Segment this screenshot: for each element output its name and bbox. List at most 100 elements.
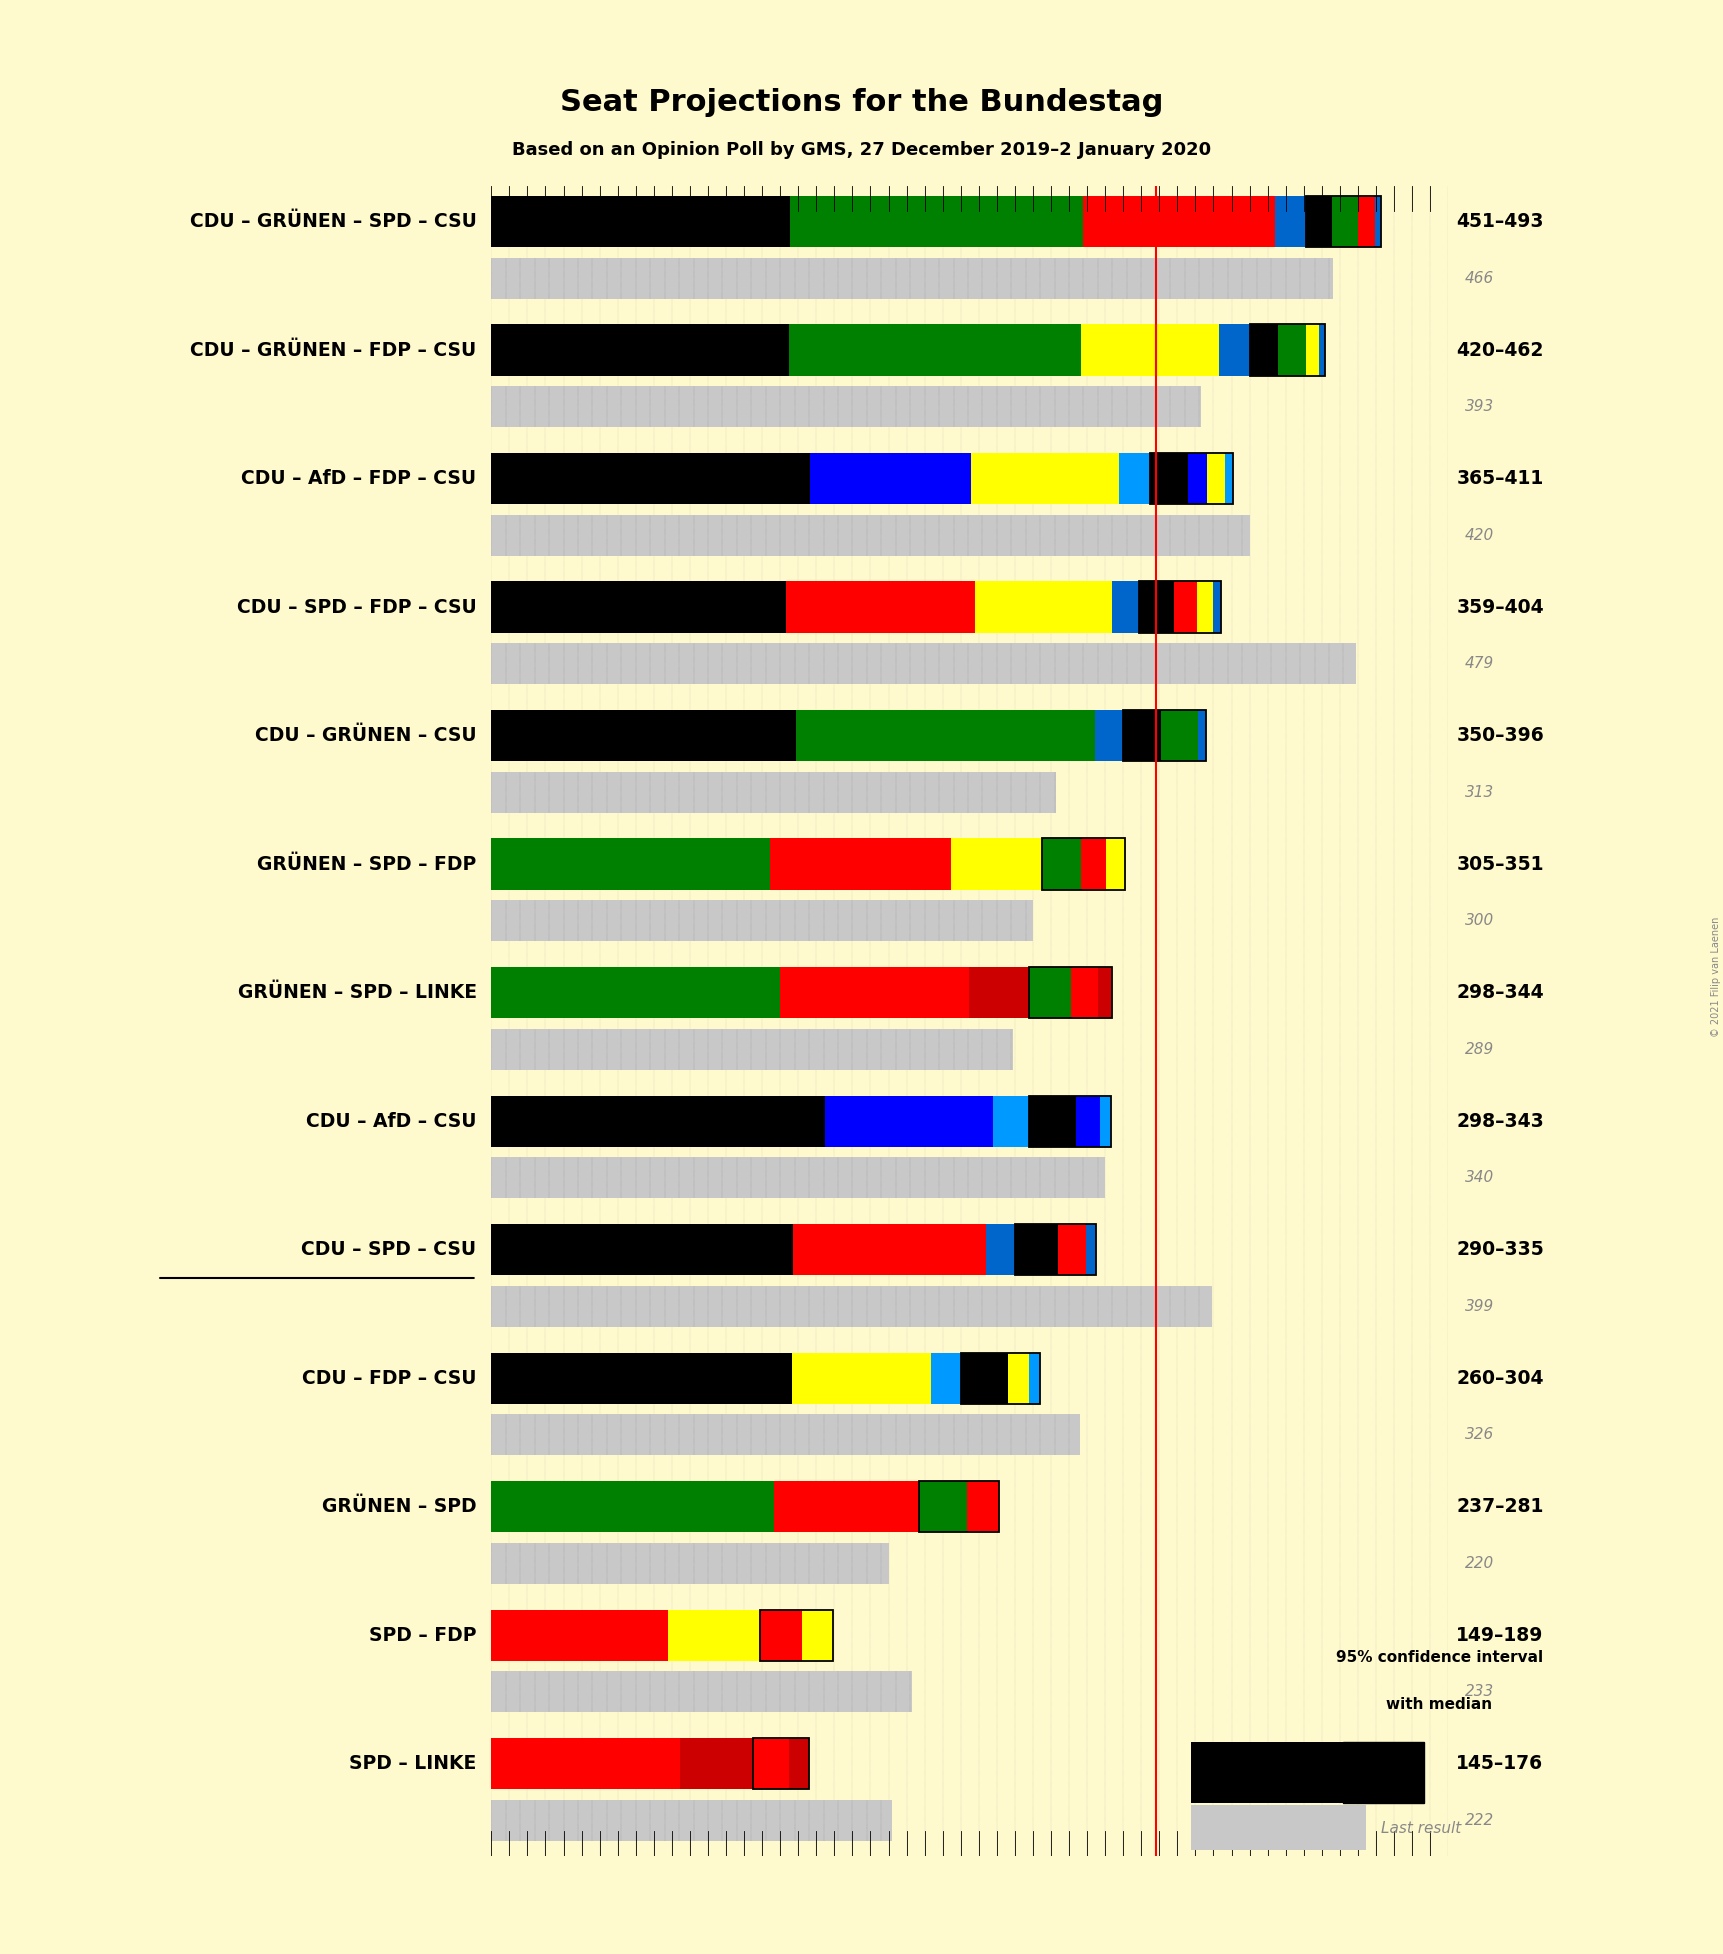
- Bar: [791, 1352, 930, 1403]
- Bar: [491, 1352, 791, 1403]
- Text: 149–189: 149–189: [1456, 1626, 1542, 1645]
- Bar: [491, 1028, 1013, 1069]
- Bar: [1342, 1743, 1423, 1802]
- Text: 313: 313: [1465, 786, 1494, 799]
- Bar: [491, 772, 1056, 813]
- Bar: [1249, 324, 1277, 375]
- Text: 222: 222: [1465, 1813, 1494, 1827]
- Text: Based on an Opinion Poll by GMS, 27 December 2019–2 January 2020: Based on an Opinion Poll by GMS, 27 Dece…: [512, 141, 1211, 158]
- Bar: [1332, 195, 1358, 248]
- Bar: [918, 1481, 967, 1532]
- Bar: [975, 582, 1111, 633]
- Text: SPD – LINKE: SPD – LINKE: [350, 1755, 476, 1774]
- Text: CDU – GRÜNEN – SPD – CSU: CDU – GRÜNEN – SPD – CSU: [190, 213, 476, 231]
- Text: 290–335: 290–335: [1456, 1241, 1544, 1258]
- Bar: [1196, 582, 1211, 633]
- Bar: [1082, 195, 1273, 248]
- Bar: [1118, 453, 1191, 504]
- Bar: [1098, 967, 1111, 1018]
- Text: CDU – SPD – FDP – CSU: CDU – SPD – FDP – CSU: [236, 598, 476, 617]
- Bar: [1080, 838, 1106, 889]
- Text: 326: 326: [1465, 1426, 1494, 1442]
- Text: 298–344: 298–344: [1456, 983, 1544, 1002]
- Bar: [491, 1096, 824, 1147]
- Bar: [491, 453, 810, 504]
- Bar: [1211, 582, 1220, 633]
- Text: 305–351: 305–351: [1456, 854, 1544, 873]
- Bar: [793, 1223, 986, 1276]
- Text: GRÜNEN – SPD – LINKE: GRÜNEN – SPD – LINKE: [238, 983, 476, 1002]
- Text: 466: 466: [1465, 272, 1494, 285]
- Bar: [491, 838, 768, 889]
- Bar: [968, 967, 1070, 1018]
- Bar: [801, 1610, 832, 1661]
- Bar: [491, 1223, 793, 1276]
- Bar: [1080, 324, 1218, 375]
- Bar: [1070, 967, 1098, 1018]
- Text: CDU – GRÜNEN – CSU: CDU – GRÜNEN – CSU: [255, 727, 476, 744]
- Bar: [1041, 838, 1125, 889]
- Bar: [1304, 324, 1318, 375]
- Bar: [491, 709, 796, 762]
- Bar: [789, 195, 1082, 248]
- Bar: [491, 195, 789, 248]
- Bar: [992, 1096, 1070, 1147]
- Bar: [1206, 453, 1223, 504]
- Bar: [753, 1737, 789, 1790]
- Bar: [789, 1737, 808, 1790]
- Bar: [1191, 1743, 1342, 1802]
- Bar: [1273, 195, 1342, 248]
- Bar: [1139, 582, 1220, 633]
- Text: 95% confidence interval: 95% confidence interval: [1335, 1649, 1542, 1665]
- Text: SPD – FDP: SPD – FDP: [369, 1626, 476, 1645]
- Bar: [1358, 195, 1375, 248]
- Bar: [930, 1352, 999, 1403]
- Text: 451–493: 451–493: [1456, 213, 1544, 231]
- Bar: [796, 709, 1094, 762]
- Bar: [1111, 582, 1179, 633]
- Text: 399: 399: [1465, 1299, 1494, 1313]
- Text: Last result: Last result: [1380, 1821, 1461, 1837]
- Text: 237–281: 237–281: [1456, 1497, 1542, 1516]
- Bar: [1318, 324, 1325, 375]
- Text: 260–304: 260–304: [1456, 1368, 1544, 1387]
- Bar: [491, 1800, 891, 1841]
- Text: 233: 233: [1465, 1684, 1494, 1700]
- Bar: [491, 387, 1201, 428]
- Bar: [1375, 195, 1380, 248]
- Bar: [760, 1610, 832, 1661]
- Bar: [491, 1286, 1211, 1327]
- Bar: [1029, 1352, 1039, 1403]
- Bar: [491, 967, 781, 1018]
- Text: 300: 300: [1465, 913, 1494, 928]
- Text: 365–411: 365–411: [1456, 469, 1542, 488]
- Bar: [1041, 838, 1080, 889]
- Text: GRÜNEN – SPD – FDP: GRÜNEN – SPD – FDP: [257, 854, 476, 873]
- Text: 289: 289: [1465, 1041, 1494, 1057]
- Bar: [918, 1481, 998, 1532]
- Bar: [1223, 453, 1232, 504]
- Bar: [1123, 709, 1160, 762]
- Bar: [1029, 1096, 1075, 1147]
- Bar: [810, 453, 970, 504]
- Bar: [1191, 1805, 1365, 1850]
- Bar: [951, 838, 1082, 889]
- Bar: [1160, 709, 1197, 762]
- Text: 298–343: 298–343: [1456, 1112, 1544, 1131]
- Bar: [1106, 838, 1125, 889]
- Bar: [1342, 1743, 1423, 1802]
- Bar: [491, 643, 1356, 684]
- Bar: [1006, 1352, 1029, 1403]
- Text: CDU – AfD – CSU: CDU – AfD – CSU: [307, 1112, 476, 1131]
- Bar: [1029, 967, 1111, 1018]
- Bar: [781, 967, 968, 1018]
- Bar: [491, 1610, 667, 1661]
- Bar: [1304, 195, 1380, 248]
- Bar: [768, 838, 951, 889]
- Bar: [1277, 324, 1304, 375]
- Bar: [1085, 1223, 1096, 1276]
- Bar: [491, 1481, 774, 1532]
- Bar: [774, 1481, 958, 1532]
- Text: 393: 393: [1465, 399, 1494, 414]
- Bar: [970, 453, 1118, 504]
